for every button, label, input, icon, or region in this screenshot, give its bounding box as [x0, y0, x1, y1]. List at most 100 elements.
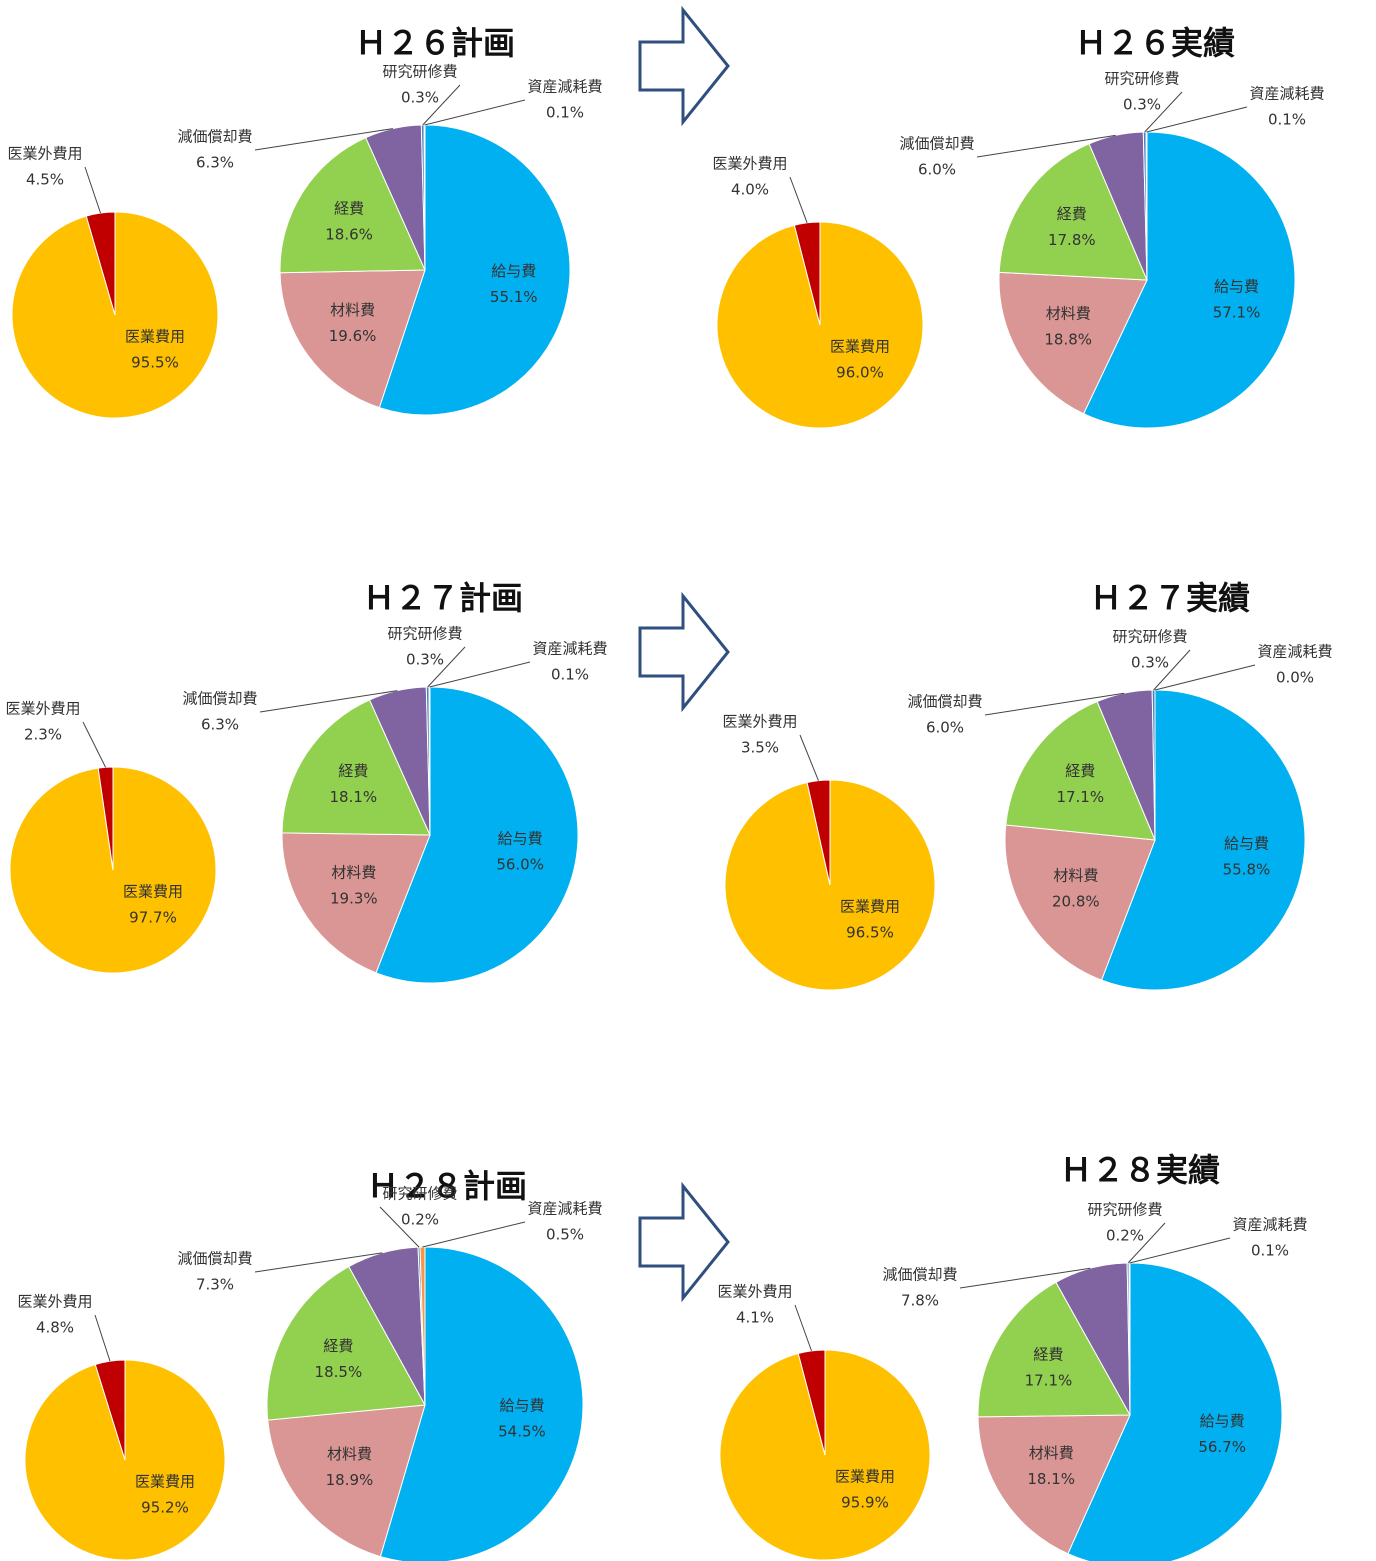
chart-title: Ｈ２８計画 [367, 1167, 527, 1205]
chart-title: Ｈ２７実績 [1090, 579, 1250, 617]
slice-label: 減価償却費 [907, 693, 982, 711]
pie-slice [266, 1265, 426, 1421]
slice-label: 給与費 [498, 830, 543, 848]
leader-line [259, 690, 398, 713]
slice-value: 18.9% [326, 1471, 374, 1489]
slice-label: 医業費用 [135, 1473, 195, 1491]
leader-line [789, 176, 808, 223]
pie-slice [806, 779, 831, 886]
leader-line [1144, 91, 1183, 133]
leader-line [379, 1206, 420, 1248]
slice-value: 4.1% [736, 1309, 774, 1327]
slice-label: 研究研修費 [1112, 628, 1187, 646]
slice-value: 18.1% [330, 788, 378, 806]
slice-label: 給与費 [1214, 278, 1259, 296]
leader-line [429, 661, 531, 688]
arrow [638, 5, 730, 127]
slice-value: 19.6% [329, 327, 377, 345]
slice-value: 56.7% [1198, 1438, 1246, 1456]
slice-label: 医業費用 [123, 883, 183, 901]
slice-value: 6.3% [196, 154, 234, 172]
leader-line [1154, 664, 1256, 691]
pie-slice [375, 686, 579, 984]
slice-label: 研究研修費 [1104, 70, 1179, 88]
slice-label: 材料費 [327, 1445, 372, 1463]
slice-value: 95.9% [841, 1494, 889, 1512]
pie-slice [267, 1404, 426, 1558]
slice-value: 0.1% [546, 104, 584, 122]
pie-slice [1100, 689, 1306, 991]
slice-label: 医業外費用 [717, 1283, 792, 1301]
slice-label: 材料費 [1029, 1444, 1074, 1462]
slice-label: 資産減耗費 [1232, 1216, 1307, 1234]
pie-slice [378, 124, 571, 416]
slice-value: 6.0% [918, 161, 956, 179]
slice-value: 7.3% [196, 1276, 234, 1294]
slice-label: 材料費 [331, 864, 376, 882]
leader-line [959, 1267, 1091, 1289]
slice-label: 医業費用 [835, 1468, 895, 1486]
slice-value: 0.0% [1276, 669, 1314, 687]
pie-slice [716, 221, 924, 429]
pie-slice [279, 136, 426, 274]
slice-value: 95.2% [141, 1499, 189, 1517]
slice-value: 56.0% [496, 856, 544, 874]
slice-label: 経費 [1033, 1345, 1063, 1363]
pie-slice [998, 271, 1148, 415]
slice-value: 18.5% [315, 1363, 363, 1381]
slice-label: 経費 [1065, 762, 1095, 780]
slice-label: 経費 [338, 762, 368, 780]
slice-label: 医業費用 [830, 338, 890, 356]
pie-slice [1005, 700, 1156, 841]
leader-line [84, 166, 101, 214]
slice-value: 0.3% [406, 651, 444, 669]
slice-label: 経費 [323, 1337, 353, 1355]
slice-value: 54.5% [498, 1422, 546, 1440]
pie-slice [977, 1414, 1131, 1555]
pie-slice [1004, 824, 1156, 981]
slice-value: 17.8% [1048, 231, 1096, 249]
slice-value: 18.6% [325, 225, 373, 243]
slice-value: 57.1% [1213, 304, 1261, 322]
leader-line [254, 128, 394, 151]
pie-slice [97, 766, 114, 871]
slice-value: 20.8% [1052, 892, 1100, 910]
slice-label: 給与費 [491, 262, 536, 280]
slice-value: 7.8% [901, 1292, 939, 1310]
leader-line [1153, 649, 1191, 691]
slice-value: 6.0% [926, 719, 964, 737]
slice-value: 96.5% [846, 924, 894, 942]
slice-value: 0.3% [1123, 96, 1161, 114]
slice-value: 97.7% [129, 909, 177, 927]
pie-slice [1151, 689, 1156, 841]
leader-line [254, 1252, 383, 1273]
leader-line [424, 99, 526, 126]
slice-value: 0.1% [1251, 1242, 1289, 1260]
slice-label: 材料費 [1053, 866, 1098, 884]
leader-line [799, 734, 819, 781]
leader-line [422, 84, 461, 126]
slice-label: 減価償却費 [899, 135, 974, 153]
slice-label: 医業外費用 [7, 145, 82, 163]
chart-title: Ｈ２６実績 [1075, 24, 1235, 62]
slice-value: 55.8% [1223, 860, 1271, 878]
pie-slice [419, 1246, 426, 1406]
slice-value: 17.1% [1025, 1371, 1073, 1389]
slice-label: 給与費 [1200, 1412, 1245, 1430]
pie-slice [1082, 131, 1296, 429]
leader-line [794, 1304, 812, 1352]
leader-line [1146, 106, 1248, 133]
pie-slice [1067, 1262, 1283, 1561]
slice-value: 96.0% [836, 364, 884, 382]
slice-label: 材料費 [330, 301, 375, 319]
pie-slice [279, 269, 426, 409]
slice-value: 17.1% [1056, 788, 1104, 806]
slice-label: 減価償却費 [182, 690, 257, 708]
leader-line [1127, 1222, 1166, 1264]
slice-value: 0.2% [1106, 1227, 1144, 1245]
slice-label: 医業費用 [125, 328, 185, 346]
slice-label: 減価償却費 [177, 1250, 252, 1268]
slice-label: 研究研修費 [382, 63, 457, 81]
slice-value: 55.1% [490, 288, 538, 306]
